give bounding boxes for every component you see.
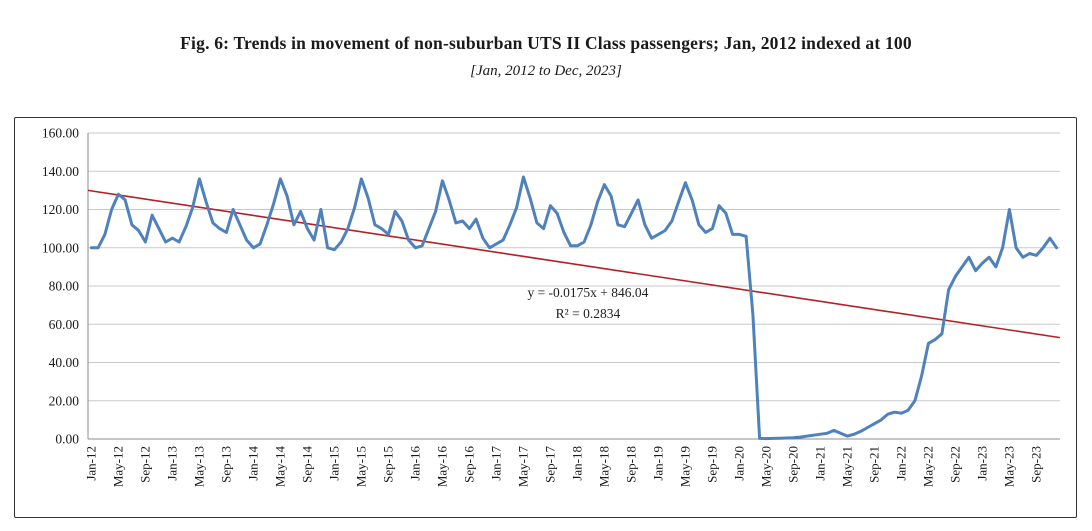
svg-text:Sep-17: Sep-17 xyxy=(542,446,557,483)
svg-text:May-13: May-13 xyxy=(191,446,206,487)
svg-text:May-18: May-18 xyxy=(596,446,611,487)
svg-text:May-21: May-21 xyxy=(839,446,854,487)
svg-text:80.00: 80.00 xyxy=(49,279,80,294)
svg-text:120.00: 120.00 xyxy=(42,202,79,217)
svg-text:May-20: May-20 xyxy=(758,446,773,487)
svg-text:Sep-22: Sep-22 xyxy=(947,446,962,483)
figure-subtitle: [Jan, 2012 to Dec, 2023] xyxy=(470,63,622,79)
svg-text:May-14: May-14 xyxy=(272,446,287,488)
svg-text:May-19: May-19 xyxy=(677,446,692,487)
svg-text:May-17: May-17 xyxy=(515,446,530,488)
svg-text:0.00: 0.00 xyxy=(55,432,79,447)
svg-text:Jan-19: Jan-19 xyxy=(650,446,665,481)
svg-text:Jan-18: Jan-18 xyxy=(569,446,584,481)
svg-text:Jan-15: Jan-15 xyxy=(326,446,341,481)
svg-text:Sep-20: Sep-20 xyxy=(785,446,800,483)
svg-text:100.00: 100.00 xyxy=(42,240,79,255)
svg-text:Sep-14: Sep-14 xyxy=(299,446,314,483)
svg-text:Jan-22: Jan-22 xyxy=(893,446,908,481)
svg-text:Jan-13: Jan-13 xyxy=(164,446,179,481)
svg-text:Jan-12: Jan-12 xyxy=(83,446,98,481)
svg-text:Jan-20: Jan-20 xyxy=(731,446,746,481)
svg-text:Sep-19: Sep-19 xyxy=(704,446,719,483)
chart-frame: 0.00 20.00 40.00 60.00 80.00 100.00 120.00 140.… xyxy=(14,117,1077,518)
svg-text:Sep-13: Sep-13 xyxy=(218,446,233,483)
trendline-annotation: y = -0.0175x + 846.04 R² = 0.2834 xyxy=(527,282,648,325)
svg-text:160.00: 160.00 xyxy=(42,126,79,141)
svg-text:Jan-21: Jan-21 xyxy=(812,446,827,481)
svg-text:Sep-23: Sep-23 xyxy=(1028,446,1043,483)
line-chart-svg: 0.00 20.00 40.00 60.00 80.00 100.00 120.00 140.… xyxy=(42,126,1061,488)
svg-text:May-15: May-15 xyxy=(353,446,368,487)
svg-text:May-12: May-12 xyxy=(110,446,125,487)
svg-text:60.00: 60.00 xyxy=(49,317,80,332)
svg-text:Sep-21: Sep-21 xyxy=(866,446,881,483)
trendline-equation: y = -0.0175x + 846.04 xyxy=(527,284,649,300)
svg-text:Jan-14: Jan-14 xyxy=(245,446,260,481)
svg-text:Sep-15: Sep-15 xyxy=(380,446,395,483)
svg-text:May-23: May-23 xyxy=(1001,446,1016,487)
svg-text:Sep-16: Sep-16 xyxy=(461,446,476,483)
svg-text:40.00: 40.00 xyxy=(49,355,80,370)
svg-text:Jan-16: Jan-16 xyxy=(407,446,422,481)
svg-text:Jan-17: Jan-17 xyxy=(488,446,503,481)
figure-title: Fig. 6: Trends in movement of non-suburb… xyxy=(180,33,912,53)
svg-text:Sep-12: Sep-12 xyxy=(137,446,152,483)
svg-text:Jan-23: Jan-23 xyxy=(974,446,989,481)
svg-text:20.00: 20.00 xyxy=(49,393,80,408)
svg-text:May-16: May-16 xyxy=(434,446,449,488)
svg-text:May-22: May-22 xyxy=(920,446,935,487)
svg-text:140.00: 140.00 xyxy=(42,164,79,179)
trendline-r-squared: R² = 0.2834 xyxy=(555,306,621,322)
svg-text:Sep-18: Sep-18 xyxy=(623,446,638,483)
